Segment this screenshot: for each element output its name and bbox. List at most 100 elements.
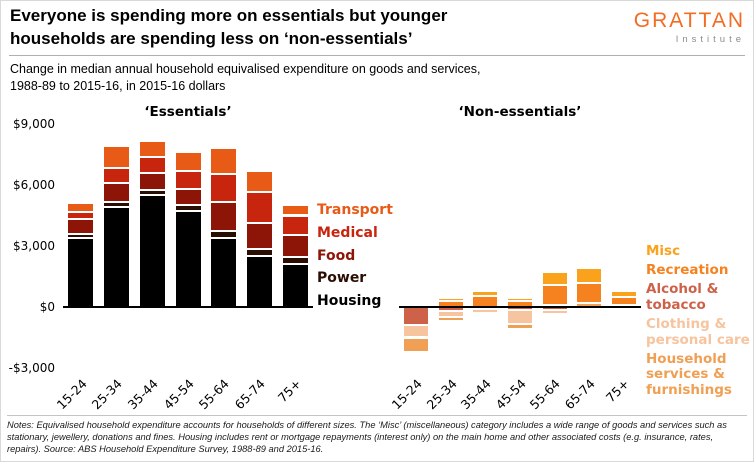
- legend-item-housing: Housing: [317, 293, 382, 310]
- y-axis-tick-label: $6,000: [13, 178, 55, 192]
- logo-institute-text: Institute: [675, 34, 745, 45]
- chart-subtitle-line1: Change in median annual household equiva…: [10, 62, 481, 76]
- bar-segment-clothing-personal-care: [507, 310, 533, 325]
- bar-segment-clothing-personal-care: [610, 308, 637, 311]
- bar-segment-misc: [507, 297, 533, 301]
- x-axis-label: 65-74: [561, 376, 598, 413]
- bar-segment-power: [67, 233, 95, 238]
- x-axis-label: 15-24: [53, 376, 90, 413]
- y-axis-tick-label: $3,000: [13, 239, 55, 253]
- legend-non-essentials: Misc Recreation Alcohol & tobacco Clothing …: [646, 243, 753, 402]
- bar-segment-medical: [174, 170, 202, 190]
- bar-segment-misc: [472, 290, 499, 296]
- bar-segment-medical: [138, 156, 166, 173]
- header-divider: [9, 55, 745, 56]
- bar-segment-clothing-personal-care: [437, 311, 464, 318]
- legend-item-food: Food: [317, 247, 356, 264]
- bar-segment-food: [174, 189, 202, 206]
- plot-essentials: [63, 124, 313, 368]
- x-axis-label: 15-24: [388, 376, 425, 413]
- bar-segment-recreation: [541, 284, 568, 305]
- y-axis-tick-label: $0: [39, 300, 55, 314]
- bar-segment-food: [103, 182, 131, 203]
- x-axis-label: 35-44: [457, 376, 495, 413]
- bar-segment-housing: [103, 207, 131, 307]
- bar-segment-misc: [541, 272, 568, 285]
- x-axis-label: 25-34: [88, 376, 126, 413]
- bar-segment-medical: [103, 167, 131, 183]
- bar-segment-food: [210, 202, 238, 231]
- bar-segment-household-services-furnishings: [472, 313, 499, 316]
- bar-segment-household-services-furnishings: [437, 317, 464, 322]
- bar-segment-transport: [245, 170, 273, 193]
- bar-segment-transport: [210, 148, 238, 174]
- chart-subtitle-line2: 1988-89 to 2015-16, in 2015-16 dollars: [10, 78, 226, 93]
- y-axis-tick-label: $9,000: [13, 117, 55, 131]
- bar-segment-housing: [245, 256, 273, 307]
- bar-segment-food: [67, 218, 95, 234]
- y-axis: $9,000 $6,000 $3,000 $0 -$3,000: [3, 117, 55, 375]
- notes-divider: [7, 415, 747, 416]
- page-title-line1: Everyone is spending more on essentials …: [10, 6, 448, 25]
- x-axis-essentials: 15-24 25-34 35-44 45-54 55-64 65-74 75+: [53, 370, 313, 425]
- legend-item-transport: Transport: [317, 202, 393, 218]
- bar-segment-household-services-furnishings: [507, 324, 533, 330]
- bar-segment-medical: [245, 192, 273, 223]
- bar-segment-power: [174, 205, 202, 212]
- bar-segment-power: [210, 230, 238, 238]
- bar-segment-housing: [210, 237, 238, 307]
- legend-essentials: Transport Medical Food Power Housing: [317, 202, 409, 316]
- bar-segment-housing: [281, 264, 309, 307]
- bar-segment-housing: [174, 211, 202, 307]
- x-axis-label: 55-64: [196, 376, 233, 413]
- panel-title-essentials: ‘Essentials’: [144, 104, 232, 120]
- zero-axis-line: [63, 306, 313, 308]
- bar-segment-medical: [281, 215, 309, 235]
- panel-title-non-essentials: ‘Non-essentials’: [458, 104, 582, 120]
- logo-grattan-text: GRATTAN: [633, 9, 745, 32]
- bar-segment-power: [281, 257, 309, 265]
- bar-segment-clothing-personal-care: [403, 325, 430, 338]
- x-axis-label: 45-54: [492, 376, 529, 413]
- bar-segment-household-services-furnishings: [403, 337, 430, 352]
- bar-segment-misc: [576, 268, 603, 283]
- bar-segment-food: [281, 234, 309, 258]
- notes-text: Notes: Equivalised household expenditure…: [7, 420, 727, 455]
- legend-item-power: Power: [317, 270, 367, 287]
- legend-item-misc: Misc: [646, 243, 681, 259]
- bar-segment-medical: [210, 173, 238, 203]
- plot-non-essentials: [399, 124, 641, 368]
- bar-segment-transport: [174, 152, 202, 171]
- bar-segment-power: [245, 249, 273, 257]
- bar-segment-food: [245, 222, 273, 250]
- y-axis-tick-label: -$3,000: [8, 361, 55, 375]
- x-axis-label: 45-54: [160, 376, 197, 413]
- bar-segment-food: [138, 172, 166, 191]
- x-axis-label: 35-44: [124, 376, 161, 413]
- bar-segment-transport: [67, 203, 95, 213]
- bar-segment-transport: [138, 141, 166, 157]
- bar-segment-clothing-personal-care: [472, 309, 499, 314]
- legend-item-alcohol-tobacco: Alcohol & tobacco: [646, 280, 719, 313]
- x-axis-label: 55-64: [526, 376, 564, 413]
- x-axis-label: 75+: [603, 376, 633, 406]
- bar-segment-housing: [67, 237, 95, 307]
- x-axis-label: 65-74: [231, 376, 269, 413]
- bar-segment-misc: [610, 290, 637, 297]
- bar-segment-medical: [67, 212, 95, 219]
- bar-segment-misc: [437, 297, 464, 301]
- zero-axis-line: [399, 306, 641, 308]
- legend-item-recreation: Recreation: [646, 261, 729, 278]
- bar-segment-recreation: [610, 296, 637, 305]
- bar-segment-clothing-personal-care: [576, 308, 603, 311]
- bar-segment-housing: [138, 195, 166, 307]
- legend-item-household-services-furnishings: Household services & furnishings: [646, 350, 732, 399]
- bar-segment-power: [103, 202, 131, 208]
- x-axis-non-essentials: 15-24 25-34 35-44 45-54 55-64 65-74 75+: [389, 370, 641, 425]
- bar-segment-recreation: [576, 282, 603, 303]
- page-title-line2: households are spending less on ‘non-ess…: [10, 28, 413, 48]
- x-axis-label: 25-34: [423, 376, 460, 413]
- bar-segment-power: [138, 190, 166, 196]
- legend-item-medical: Medical: [317, 224, 378, 241]
